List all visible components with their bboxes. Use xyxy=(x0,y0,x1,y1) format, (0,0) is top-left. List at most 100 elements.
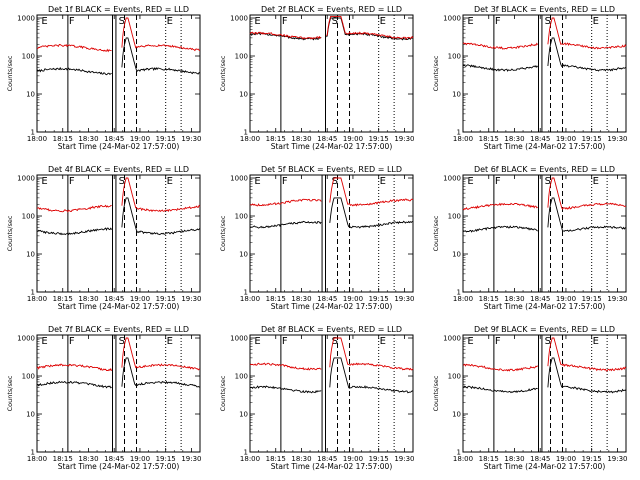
x-tick-label: 19:15 xyxy=(369,295,389,303)
x-tick-label: 18:30 xyxy=(78,295,98,303)
x-axis-label: Start Time (24-Mar-02 17:57:00) xyxy=(58,142,180,151)
lld-series-line xyxy=(36,17,201,53)
events-series-line xyxy=(249,197,414,229)
x-tick-label: 18:30 xyxy=(291,135,311,143)
marker-label: E xyxy=(467,16,473,27)
marker-label: E xyxy=(254,16,260,27)
plot-frame xyxy=(249,334,414,453)
x-tick-label: 18:15 xyxy=(53,295,73,303)
marker-label: F xyxy=(282,16,288,27)
x-tick-label: 18:45 xyxy=(530,135,550,143)
y-tick-label: 1000 xyxy=(17,15,35,23)
y-tick-label: 10 xyxy=(452,251,461,259)
x-tick-label: 18:30 xyxy=(504,135,524,143)
x-tick-label: 19:15 xyxy=(156,295,176,303)
plot-frame xyxy=(36,334,201,453)
lld-series-line xyxy=(36,337,201,372)
x-tick-label: 18:15 xyxy=(479,295,499,303)
marker-label: F xyxy=(282,336,288,347)
lld-series-line xyxy=(462,337,627,372)
x-tick-label: 19:00 xyxy=(556,135,576,143)
y-tick-label: 10 xyxy=(239,251,248,259)
x-tick-label: 18:45 xyxy=(104,455,124,463)
detector-panel: Det 3f BLACK = Events, RED = LLD 18:00 18:… xyxy=(432,5,628,151)
x-tick-label: 19:30 xyxy=(394,295,414,303)
x-tick-label: 18:00 xyxy=(240,135,260,143)
y-tick-label: 10 xyxy=(452,411,461,419)
x-tick-label: 19:30 xyxy=(181,455,201,463)
x-tick-label: 18:15 xyxy=(266,455,286,463)
x-tick-label: 18:30 xyxy=(504,295,524,303)
marker-label: E xyxy=(167,336,173,347)
y-tick-label: 1 xyxy=(457,449,461,457)
x-tick-label: 18:45 xyxy=(317,295,337,303)
events-series-line xyxy=(249,357,414,394)
y-tick-label: 100 xyxy=(448,53,461,61)
panel-title: Det 4f BLACK = Events, RED = LLD xyxy=(48,165,189,174)
plot-frame xyxy=(249,14,414,133)
y-axis-label: Counts/sec xyxy=(432,215,440,251)
marker-label: E xyxy=(593,16,599,27)
x-tick-label: 18:30 xyxy=(504,455,524,463)
y-axis-label: Counts/sec xyxy=(219,215,227,251)
y-tick-label: 100 xyxy=(22,53,35,61)
x-tick-label: 18:15 xyxy=(53,135,73,143)
y-tick-label: 10 xyxy=(239,411,248,419)
x-axis-label: Start Time (24-Mar-02 17:57:00) xyxy=(58,462,180,471)
y-axis-label: Counts/sec xyxy=(432,375,440,411)
x-tick-label: 19:15 xyxy=(582,295,602,303)
x-tick-label: 19:00 xyxy=(343,295,363,303)
detector-panel: Det 5f BLACK = Events, RED = LLD 18:00 18:… xyxy=(219,165,415,311)
y-tick-label: 10 xyxy=(239,91,248,99)
plot-frame xyxy=(249,174,414,293)
lld-series-line xyxy=(462,177,627,211)
marker-label: S xyxy=(545,176,551,187)
detector-panel: Det 6f BLACK = Events, RED = LLD 18:00 18:… xyxy=(432,165,628,311)
detector-panel: Det 7f BLACK = Events, RED = LLD 18:00 18:… xyxy=(6,325,202,471)
marker-label: S xyxy=(332,16,338,27)
marker-label: F xyxy=(282,176,288,187)
x-tick-label: 19:30 xyxy=(607,135,627,143)
x-tick-label: 19:00 xyxy=(343,455,363,463)
x-tick-label: 18:30 xyxy=(291,455,311,463)
events-series-line xyxy=(462,357,627,394)
y-axis-label: Counts/sec xyxy=(6,375,14,411)
marker-label: E xyxy=(41,176,47,187)
x-tick-label: 18:00 xyxy=(240,455,260,463)
x-tick-label: 19:00 xyxy=(130,455,150,463)
x-tick-label: 19:00 xyxy=(343,135,363,143)
x-tick-label: 19:15 xyxy=(156,135,176,143)
x-axis-label: Start Time (24-Mar-02 17:57:00) xyxy=(484,302,606,311)
plot-frame xyxy=(36,14,201,133)
y-tick-label: 1000 xyxy=(230,15,248,23)
marker-label: E xyxy=(380,336,386,347)
marker-label: E xyxy=(167,16,173,27)
x-tick-label: 19:30 xyxy=(394,455,414,463)
marker-label: S xyxy=(332,336,338,347)
x-tick-label: 19:30 xyxy=(181,135,201,143)
x-tick-label: 18:00 xyxy=(27,455,47,463)
x-tick-label: 18:00 xyxy=(240,295,260,303)
marker-label: F xyxy=(495,176,501,187)
panel-title: Det 5f BLACK = Events, RED = LLD xyxy=(261,165,402,174)
panel-title: Det 3f BLACK = Events, RED = LLD xyxy=(474,5,615,14)
panel-title: Det 8f BLACK = Events, RED = LLD xyxy=(261,325,402,334)
x-tick-label: 18:45 xyxy=(104,135,124,143)
marker-label: S xyxy=(119,336,125,347)
marker-label: E xyxy=(254,176,260,187)
x-axis-label: Start Time (24-Mar-02 17:57:00) xyxy=(484,462,606,471)
plot-frame xyxy=(462,174,627,293)
x-tick-label: 18:30 xyxy=(78,455,98,463)
y-axis-label: Counts/sec xyxy=(219,375,227,411)
x-tick-label: 19:30 xyxy=(394,135,414,143)
lld-series-line xyxy=(249,337,414,371)
x-axis-label: Start Time (24-Mar-02 17:57:00) xyxy=(271,142,393,151)
events-series-line xyxy=(36,37,201,76)
x-tick-label: 19:15 xyxy=(582,135,602,143)
detector-panel: Det 2f BLACK = Events, RED = LLD 18:00 18:… xyxy=(219,5,415,151)
events-series-line xyxy=(462,37,627,72)
y-tick-label: 1 xyxy=(31,129,35,137)
plot-frame xyxy=(462,334,627,453)
marker-label: S xyxy=(332,176,338,187)
